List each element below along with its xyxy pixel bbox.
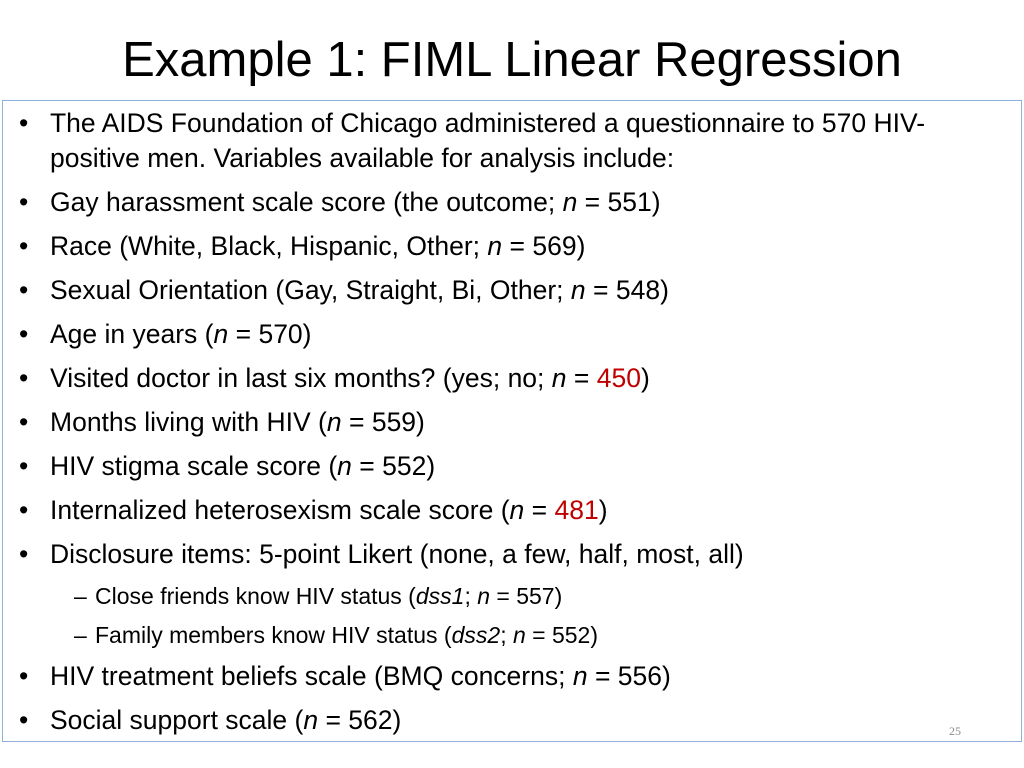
text-run: dss1 (415, 583, 465, 609)
text-run: = 551) (577, 187, 661, 217)
text-run: Family members know HIV status ( (95, 622, 452, 648)
text-run: n (477, 583, 491, 609)
bullet-item: Months living with HIV (n = 559) (3, 405, 1013, 440)
text-run: Visited doctor in last six months? (yes;… (50, 363, 552, 393)
bullet-item: Gay harassment scale score (the outcome;… (3, 185, 1013, 220)
content-box: The AIDS Foundation of Chicago administe… (2, 100, 1022, 742)
bullet-item: Visited doctor in last six months? (yes;… (3, 361, 1013, 396)
bullet-item: Age in years (n = 570) (3, 317, 1013, 352)
text-run: Social support scale ( (50, 705, 304, 735)
text-run: Disclosure items: 5-point Likert (none, … (50, 539, 744, 569)
text-run: ) (598, 495, 608, 525)
text-run: = (566, 363, 597, 393)
text-run: Age in years ( (50, 319, 214, 349)
sub-bullet-item: Close friends know HIV status (dss1; n =… (50, 581, 1013, 611)
bullet-list: The AIDS Foundation of Chicago administe… (3, 106, 1013, 747)
text-run: ; (500, 622, 513, 648)
text-run: = 569) (502, 231, 586, 261)
sub-list: Close friends know HIV status (dss1; n =… (50, 581, 1013, 650)
slide-title: Example 1: FIML Linear Regression (122, 33, 902, 87)
text-run: Race (White, Black, Hispanic, Other; (50, 231, 488, 261)
text-run: The AIDS Foundation of Chicago administe… (50, 108, 926, 173)
text-run: n (303, 705, 319, 735)
bullet-item: Internalized heterosexism scale score (n… (3, 493, 1013, 528)
bullet-item: Sexual Orientation (Gay, Straight, Bi, O… (3, 273, 1013, 308)
text-run: = 552) (525, 622, 599, 648)
text-run: n (213, 319, 229, 349)
text-run: n (570, 275, 586, 305)
text-run: n (337, 451, 352, 481)
bullet-item: Race (White, Black, Hispanic, Other; n =… (3, 229, 1013, 264)
text-run: HIV stigma scale score ( (50, 451, 338, 481)
text-run: 450 (596, 363, 641, 393)
text-run: = 556) (587, 661, 671, 691)
text-run: ) (640, 363, 650, 393)
text-run: Internalized heterosexism scale score ( (50, 495, 510, 525)
sub-bullet-item: Family members know HIV status (dss2; n … (50, 620, 1013, 650)
bullet-item: Social support scale (n = 562) (3, 703, 1013, 738)
page-number: 25 (949, 724, 961, 738)
text-run: = 570) (228, 319, 312, 349)
text-run: HIV treatment beliefs scale (BMQ concern… (50, 661, 573, 691)
text-run: n (551, 363, 567, 393)
text-run: = 562) (318, 705, 402, 735)
text-run: = 552) (351, 451, 436, 481)
text-run: n (512, 622, 526, 648)
text-run: n (562, 187, 578, 217)
bullet-item: HIV stigma scale score (n = 552) (3, 449, 1013, 484)
bullet-item: The AIDS Foundation of Chicago administe… (3, 106, 1013, 176)
text-run: n (326, 407, 342, 437)
text-run: n (509, 495, 525, 525)
text-run: n (487, 231, 503, 261)
text-run: Sexual Orientation (Gay, Straight, Bi, O… (50, 275, 571, 305)
text-run: 481 (554, 495, 599, 525)
bullet-item: HIV treatment beliefs scale (BMQ concern… (3, 659, 1013, 694)
text-run: Gay harassment scale score (the outcome; (50, 187, 563, 217)
text-run: n (572, 661, 588, 691)
text-run: = (524, 495, 555, 525)
text-run: dss2 (451, 622, 501, 648)
bullet-item: Disclosure items: 5-point Likert (none, … (3, 537, 1013, 650)
text-run: = 557) (490, 583, 563, 609)
text-run: = 548) (585, 275, 669, 305)
text-run: ; (464, 583, 478, 609)
text-run: = 559) (341, 407, 425, 437)
text-run: Close friends know HIV status ( (95, 583, 416, 609)
text-run: Months living with HIV ( (50, 407, 327, 437)
